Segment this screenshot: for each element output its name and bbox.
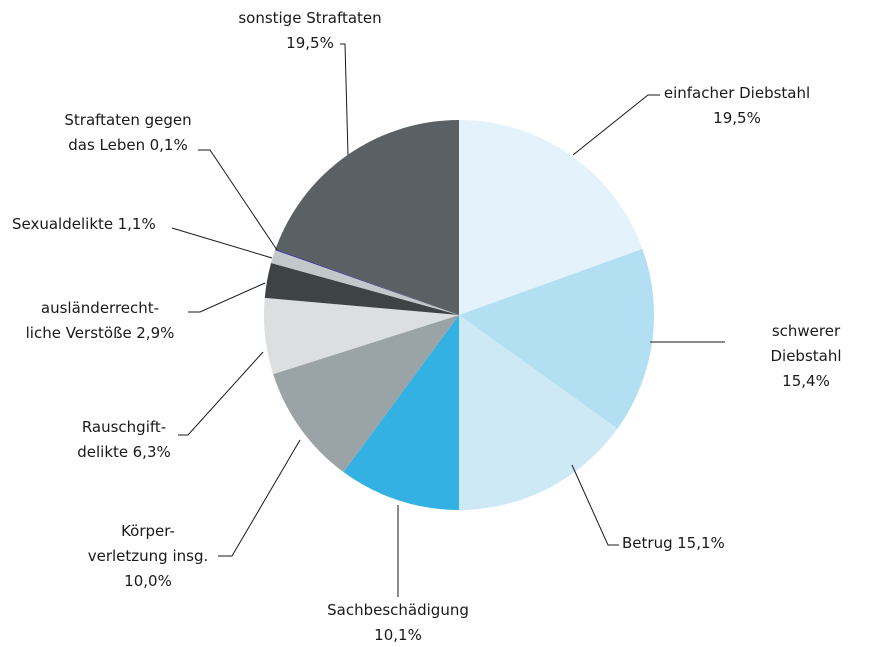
slice-label: Straftaten gegen das Leben 0,1% bbox=[64, 108, 191, 158]
category-label: Betrug bbox=[622, 533, 673, 552]
slice-label: Betrug 15,1% bbox=[622, 531, 725, 556]
value-label: 15,1% bbox=[677, 533, 725, 552]
slice-label: Körper- verletzung insg. 10,0% bbox=[88, 519, 209, 594]
slice-label: ausländerrecht- liche Verstöße 2,9% bbox=[26, 296, 175, 346]
category-label: Straftaten gegen das Leben bbox=[64, 110, 192, 154]
leader-line bbox=[218, 439, 301, 557]
pie-slice bbox=[459, 248, 654, 429]
value-label: 15,4% bbox=[782, 371, 830, 390]
category-label: Sexualdelikte bbox=[12, 214, 114, 233]
category-label: Körper- verletzung insg. bbox=[87, 521, 209, 565]
pie-slice bbox=[275, 248, 459, 315]
leader-line bbox=[340, 43, 349, 156]
category-label: Sachbeschädigung bbox=[327, 600, 469, 619]
value-label: 10,1% bbox=[374, 625, 422, 644]
pie-slice bbox=[459, 315, 618, 510]
pie-slice bbox=[264, 262, 459, 315]
leader-line bbox=[572, 94, 660, 156]
slice-label: Rauschgift- delikte 6,3% bbox=[77, 415, 171, 465]
category-label: Rauschgift- delikte bbox=[77, 417, 167, 461]
slice-label: einfacher Diebstahl 19,5% bbox=[664, 81, 810, 131]
pie-slice bbox=[264, 297, 459, 375]
value-label: 19,5% bbox=[713, 108, 761, 127]
pie-slice bbox=[271, 250, 459, 315]
category-label: schwerer Diebstahl bbox=[770, 321, 842, 365]
leader-line bbox=[198, 149, 278, 251]
slice-label: sonstige Straftaten 19,5% bbox=[238, 6, 381, 56]
value-label: 2,9% bbox=[136, 323, 175, 342]
leader-line bbox=[571, 464, 619, 546]
category-label: sonstige Straftaten bbox=[238, 8, 382, 27]
value-label: 10,0% bbox=[124, 571, 172, 590]
value-label: 6,3% bbox=[132, 442, 171, 461]
value-label: 0,1% bbox=[149, 135, 188, 154]
leader-line bbox=[178, 351, 264, 436]
pie-slice bbox=[343, 315, 459, 510]
leader-line bbox=[171, 227, 273, 259]
pie-slice bbox=[273, 315, 459, 473]
category-label: ausländerrecht- liche Verstöße bbox=[25, 298, 160, 342]
pie-slice bbox=[459, 120, 643, 315]
category-label: einfacher Diebstahl bbox=[663, 83, 811, 102]
slice-label: Sexualdelikte 1,1% bbox=[12, 212, 156, 237]
slice-label: Sachbeschädigung 10,1% bbox=[327, 598, 469, 647]
pie-slice bbox=[275, 120, 459, 315]
value-label: 19,5% bbox=[286, 33, 334, 52]
slice-label: schwerer Diebstahl 15,4% bbox=[764, 319, 849, 394]
value-label: 1,1% bbox=[117, 214, 156, 233]
leader-line bbox=[188, 282, 266, 313]
